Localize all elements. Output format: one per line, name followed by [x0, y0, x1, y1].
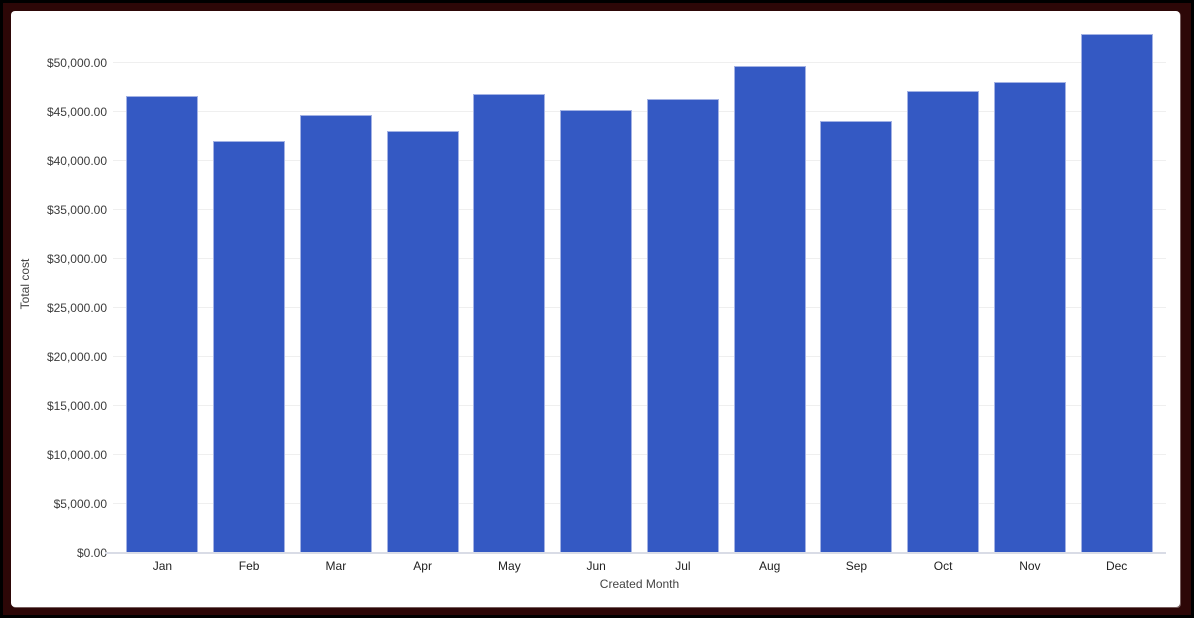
gridline — [113, 405, 1166, 406]
x-tick-label-nov: Nov — [1019, 559, 1041, 573]
x-tick-label-may: May — [498, 559, 521, 573]
x-tick-label-aug: Aug — [758, 559, 781, 573]
x-tick-label-jun: Jun — [586, 559, 606, 573]
bar-may[interactable] — [473, 93, 546, 553]
bar-apr[interactable] — [386, 130, 459, 553]
gridline — [113, 454, 1166, 455]
x-tick-label-mar: Mar — [325, 559, 347, 573]
gridline — [113, 356, 1166, 357]
y-tick-label: $10,000.00 — [46, 448, 107, 462]
chart-card: Total cost $0.00 $5,000.00 $10,000.00 $15,0… — [11, 11, 1180, 607]
plot-area — [105, 14, 1166, 554]
y-tick-label: $20,000.00 — [46, 350, 107, 364]
bar-sep[interactable] — [820, 120, 893, 553]
bar-slot-oct — [900, 14, 987, 553]
x-tick-label-jul: Jul — [675, 559, 691, 573]
bar-slot-nov — [987, 14, 1074, 553]
y-tick-label: $35,000.00 — [46, 203, 107, 217]
bar-slot-aug — [726, 14, 813, 553]
bar-aug[interactable] — [733, 65, 806, 553]
x-tick-label-apr: Apr — [413, 559, 432, 573]
bar-slot-mar — [293, 14, 380, 553]
y-axis-tick-labels: $0.00 $5,000.00 $10,000.00 $15,000.00 $20,00… — [11, 14, 107, 560]
gridline — [113, 111, 1166, 112]
x-tick-label-oct: Oct — [933, 559, 953, 573]
x-axis-title: Created Month — [599, 577, 680, 591]
gridline — [113, 160, 1166, 161]
bar-jun[interactable] — [560, 109, 633, 553]
x-tick-label-sep: Sep — [845, 559, 868, 573]
gridline — [113, 307, 1166, 308]
bar-mar[interactable] — [299, 114, 372, 553]
bar-slot-jun — [553, 14, 640, 553]
y-tick-label: $30,000.00 — [46, 252, 107, 266]
bar-slot-feb — [206, 14, 293, 553]
bar-series — [119, 14, 1160, 553]
total-cost-bar-chart: Total cost $0.00 $5,000.00 $10,000.00 $15,0… — [11, 11, 1180, 607]
gridline — [113, 209, 1166, 210]
bar-slot-jul — [640, 14, 727, 553]
y-tick-label: $0.00 — [76, 546, 107, 560]
bar-nov[interactable] — [993, 82, 1066, 553]
bar-oct[interactable] — [907, 91, 980, 553]
x-tick-label-feb: Feb — [238, 559, 260, 573]
x-axis-tick-labels: Jan Feb Mar Apr May Jun Jul Aug Sep Oct Nov Dec — [119, 558, 1160, 574]
x-tick-label-dec: Dec — [1105, 559, 1128, 573]
bar-slot-apr — [379, 14, 466, 553]
x-tick-label-jan: Jan — [152, 559, 173, 573]
bar-feb[interactable] — [213, 140, 286, 553]
bar-jul[interactable] — [646, 98, 719, 553]
bar-slot-sep — [813, 14, 900, 553]
y-tick-label: $5,000.00 — [53, 497, 107, 511]
y-tick-label: $40,000.00 — [46, 154, 107, 168]
y-tick-label: $25,000.00 — [46, 301, 107, 315]
gridline — [113, 62, 1166, 63]
y-tick-label: $15,000.00 — [46, 399, 107, 413]
bar-slot-may — [466, 14, 553, 553]
bar-jan[interactable] — [126, 95, 199, 553]
bar-dec[interactable] — [1080, 33, 1153, 553]
gridline — [113, 503, 1166, 504]
y-tick-label: $50,000.00 — [46, 56, 107, 70]
x-axis-line — [105, 552, 1166, 554]
bar-slot-dec — [1073, 14, 1160, 553]
gridline — [113, 258, 1166, 259]
bar-slot-jan — [119, 14, 206, 553]
y-tick-label: $45,000.00 — [46, 105, 107, 119]
